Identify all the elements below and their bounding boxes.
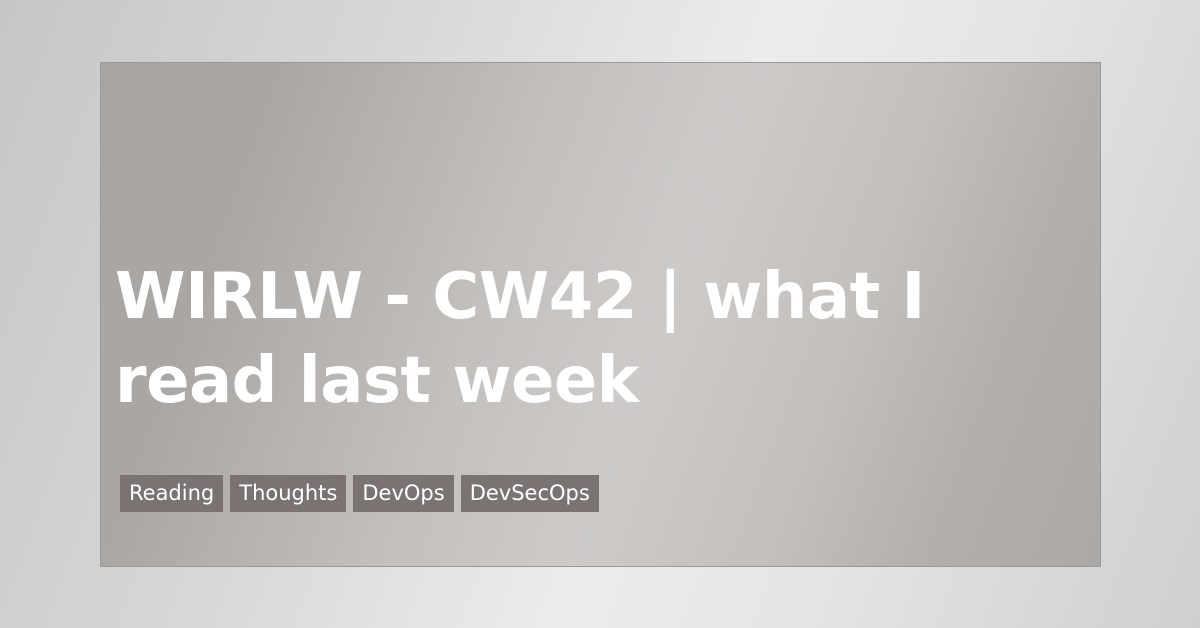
tag-thoughts[interactable]: Thoughts	[230, 475, 347, 512]
post-cover-card: WIRLW - CW42 | what I read last week Rea…	[100, 62, 1101, 567]
tag-devsecops[interactable]: DevSecOps	[460, 475, 599, 512]
tag-reading[interactable]: Reading	[120, 475, 224, 512]
tag-devops[interactable]: DevOps	[353, 475, 454, 512]
post-title: WIRLW - CW42 | what I read last week	[115, 260, 925, 418]
tag-list: Reading Thoughts DevOps DevSecOps	[120, 475, 599, 512]
